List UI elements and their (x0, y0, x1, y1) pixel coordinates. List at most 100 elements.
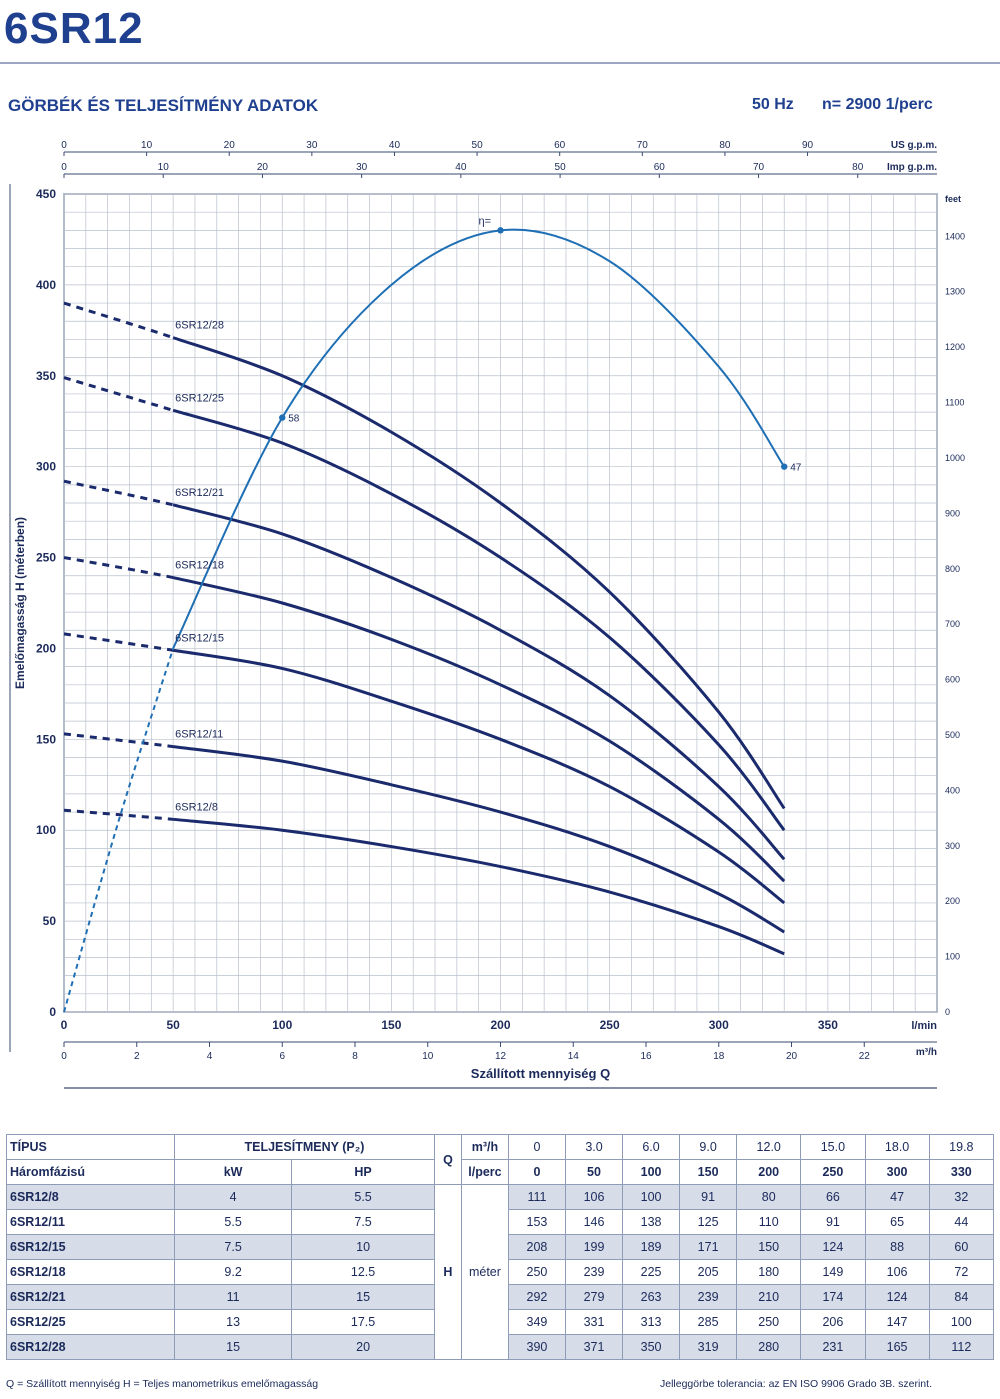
model-cell: 6SR12/21 (6, 1284, 175, 1310)
x-m3h-tick-label: 18 (713, 1051, 725, 1062)
x-usgpm-unit: US g.p.m. (891, 140, 937, 151)
x-m3h-unit: m³/h (916, 1047, 937, 1058)
title-divider (0, 62, 1000, 64)
kw-cell: 7.5 (173, 1234, 293, 1260)
kw-cell: 9.2 (173, 1259, 293, 1285)
head-value-cell: 32 (928, 1184, 995, 1210)
x-usgpm-tick-label: 90 (802, 140, 814, 151)
x-impgpm-tick-label: 70 (753, 162, 765, 173)
hp-cell: 5.5 (291, 1184, 435, 1210)
head-value-cell: 112 (928, 1334, 995, 1360)
y-ft-tick-label: 800 (945, 564, 960, 574)
model-title: 6SR12 (4, 4, 144, 53)
series-label: 6SR12/15 (175, 632, 224, 644)
x-impgpm-tick-label: 30 (356, 162, 368, 173)
q-lperc-cell: 0 (507, 1159, 566, 1185)
table-row: 6SR12/25 13 17.5 349 331 313 285 250 206 147 100 (6, 1309, 995, 1335)
head-value-cell: 171 (679, 1234, 738, 1260)
x-usgpm-tick-label: 60 (554, 140, 566, 151)
hp-cell: 17.5 (291, 1309, 435, 1335)
y-ft-unit: feet (945, 194, 961, 204)
head-value-cell: 150 (736, 1234, 802, 1260)
y-ft-tick-label: 1300 (945, 287, 965, 297)
pump-curve-chart: 0501001502002503003504004500100200300400… (9, 140, 965, 1089)
curve-6SR12/15 (172, 648, 786, 905)
head-value-cell: 124 (864, 1284, 930, 1310)
x-usgpm-tick-label: 0 (61, 140, 67, 151)
section-title: GÖRBÉK ÉS TELJESÍTMÉNY ADATOK (8, 96, 319, 115)
q-m3h-cell: 15.0 (800, 1134, 866, 1160)
y-ft-tick-label: 1200 (945, 342, 965, 352)
efficiency-point (781, 463, 788, 470)
x-usgpm-tick-label: 40 (389, 140, 401, 151)
footnote-legend: Q = Szállított mennyiség H = Teljes mano… (6, 1378, 319, 1390)
y-ft-tick-label: 600 (945, 675, 960, 685)
head-value-cell: 280 (736, 1334, 802, 1360)
q-m3h-cell: 0 (507, 1134, 566, 1160)
x-impgpm-tick-label: 20 (257, 162, 269, 173)
efficiency-label: η= (479, 215, 492, 227)
x-axis-label: Szállított mennyiség Q (471, 1066, 610, 1081)
x-m3h-tick-label: 0 (61, 1051, 67, 1062)
q-lperc-cell: 100 (622, 1159, 681, 1185)
x-usgpm-tick-label: 20 (224, 140, 236, 151)
x-m3h-tick-label: 16 (640, 1051, 652, 1062)
x-lmin-tick-label: 300 (709, 1018, 729, 1032)
chart-labels: 6SR12/28 6SR12/25 6SR12/21 6SR12/18 6SR12/15… (175, 215, 802, 813)
head-value-cell: 165 (864, 1334, 930, 1360)
x-m3h-tick-label: 10 (422, 1051, 434, 1062)
type-header: TÍPUS (6, 1134, 175, 1160)
head-value-cell: 390 (507, 1334, 566, 1360)
q-header: Q (433, 1134, 462, 1185)
head-value-cell: 91 (800, 1209, 866, 1235)
kw-header: kW (173, 1159, 293, 1185)
head-value-cell: 279 (564, 1284, 624, 1310)
head-value-cell: 60 (928, 1234, 995, 1260)
efficiency-point (279, 414, 286, 421)
series-label: 6SR12/18 (175, 560, 224, 572)
head-value-cell: 111 (507, 1184, 566, 1210)
head-value-cell: 44 (928, 1209, 995, 1235)
q-lperc-cell: 300 (864, 1159, 930, 1185)
chart-grid (63, 193, 938, 1013)
x-impgpm-tick-label: 0 (61, 162, 67, 173)
x-m3h-tick-label: 8 (352, 1051, 358, 1062)
head-value-cell: 263 (622, 1284, 681, 1310)
kw-cell: 5.5 (173, 1209, 293, 1235)
curve-dashed-6SR12/15 (63, 632, 174, 652)
head-value-cell: 88 (864, 1234, 930, 1260)
efficiency-point-label: 58 (288, 414, 300, 425)
y-ft-tick-label: 900 (945, 508, 960, 518)
x-lmin-tick-label: 0 (61, 1018, 68, 1032)
model-cell: 6SR12/25 (6, 1309, 175, 1335)
model-cell: 6SR12/8 (6, 1184, 175, 1210)
curve-6SR12/8 (172, 817, 785, 956)
x-impgpm-tick-label: 60 (654, 162, 666, 173)
y-ft-tick-label: 0 (945, 1007, 950, 1017)
y-tick-label: 200 (36, 641, 56, 655)
model-cell: 6SR12/28 (6, 1334, 175, 1360)
y-ft-tick-label: 200 (945, 896, 960, 906)
hp-cell: 20 (291, 1334, 435, 1360)
hp-header: HP (291, 1159, 435, 1185)
head-value-cell: 100 (928, 1309, 995, 1335)
q-lperc-cell: 200 (736, 1159, 802, 1185)
speed-label: n= 2900 1/perc (822, 96, 933, 113)
head-value-cell: 125 (679, 1209, 738, 1235)
curve-dashed-6SR12/8 (63, 808, 174, 821)
y-tick-label: 450 (36, 187, 56, 201)
y-tick-label: 150 (36, 732, 56, 746)
head-value-cell: 331 (564, 1309, 624, 1335)
q-lperc-cell: 330 (928, 1159, 995, 1185)
x-lmin-tick-label: 150 (381, 1018, 401, 1032)
chart-curves (63, 301, 786, 956)
x-lmin-unit: l/min (911, 1020, 937, 1032)
efficiency-dashed (63, 648, 175, 1013)
head-value-cell: 146 (564, 1209, 624, 1235)
efficiency-curve (63, 227, 788, 1013)
model-cell: 6SR12/15 (6, 1234, 175, 1260)
head-value-cell: 199 (564, 1234, 624, 1260)
hp-cell: 10 (291, 1234, 435, 1260)
head-value-cell: 110 (736, 1209, 802, 1235)
